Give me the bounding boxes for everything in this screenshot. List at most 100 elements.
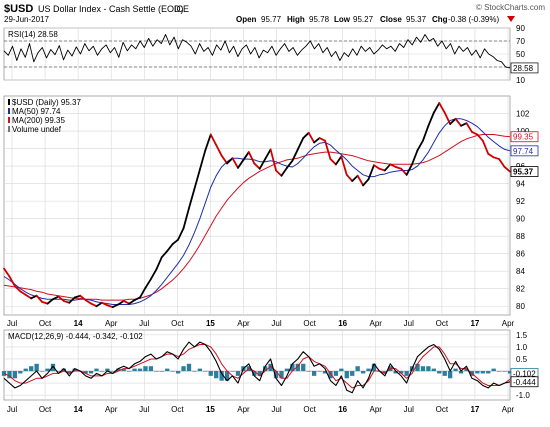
macd-histogram-bar — [148, 366, 154, 372]
price-segment — [73, 294, 82, 299]
price-segment — [318, 137, 326, 142]
price-x-label: 14 — [74, 319, 83, 328]
price-segment — [19, 290, 27, 296]
macd-x-label: Jul — [404, 405, 414, 414]
price-segment — [465, 122, 473, 133]
watermark: © StockCharts.com — [476, 3, 545, 12]
macd-histogram-bar — [154, 371, 159, 372]
price-x-label: Jul — [271, 319, 281, 328]
price-legend-entry: $USD (Daily) 95.37 — [12, 98, 81, 107]
close-label: Close — [380, 15, 402, 24]
macd-histogram-bar — [263, 366, 268, 372]
price-segment — [155, 256, 163, 271]
price-segment — [242, 151, 250, 161]
price-segment — [68, 296, 76, 304]
price-legend-entry: Volume undef — [12, 125, 62, 134]
price-x-label: Oct — [171, 319, 184, 328]
macd-histogram-bar — [99, 371, 105, 372]
price-segment — [128, 299, 136, 305]
macd-histogram-bar — [333, 371, 339, 376]
price-segment — [432, 102, 441, 114]
price-x-label: Oct — [303, 319, 316, 328]
macd-histogram-bar — [371, 363, 377, 372]
price-segment — [367, 164, 375, 181]
price-segment — [383, 163, 392, 172]
macd-panel-frame — [3, 329, 511, 401]
price-segment — [101, 301, 109, 307]
macd-histogram-bar — [486, 371, 491, 374]
low-value: 95.27 — [353, 15, 374, 24]
price-segment — [503, 166, 511, 173]
price-segment — [373, 164, 381, 170]
macd-last-value-macd: -0.444 — [513, 378, 536, 387]
price-legend-swatch — [8, 117, 10, 123]
macd-histogram-bar — [366, 368, 371, 372]
price-segment — [264, 148, 272, 160]
price-segment — [378, 167, 386, 172]
price-segment — [8, 275, 16, 287]
price-segment — [411, 149, 419, 166]
macd-histogram-bar — [273, 371, 279, 379]
macd-x-label: Apr — [370, 405, 383, 414]
macd-histogram-bar — [12, 371, 18, 379]
price-tick-label: 82 — [516, 285, 525, 294]
macd-histogram-bar — [94, 368, 99, 372]
low-label: Low — [334, 15, 351, 24]
price-segment — [307, 131, 316, 144]
price-segment — [57, 295, 65, 302]
macd-x-label: Apr — [502, 405, 515, 414]
price-legend-entry: MA(50) 97.74 — [12, 107, 61, 116]
macd-x-label: 16 — [338, 405, 347, 414]
price-x-label: 17 — [470, 319, 479, 328]
price-x-label: Jul — [7, 319, 17, 328]
macd-histogram-bar — [426, 366, 431, 372]
macd-histogram-bar — [214, 371, 219, 379]
price-segment — [198, 149, 207, 171]
macd-histogram-bar — [252, 371, 257, 376]
macd-histogram-bar — [203, 371, 208, 372]
macd-legend: MACD(12,26,9) -0.444, -0.342, -0.102 — [8, 332, 143, 341]
price-segment — [389, 163, 397, 168]
macd-histogram-bar — [230, 371, 235, 372]
price-tick-label: 80 — [516, 302, 525, 311]
price-segment — [84, 299, 92, 305]
price-tick-label: 94 — [516, 180, 525, 189]
macd-histogram-bar — [464, 368, 469, 372]
price-segment — [481, 139, 490, 155]
macd-histogram-bar — [442, 371, 447, 376]
macd-histogram-bar — [83, 371, 88, 374]
macd-x-label: Jul — [271, 405, 281, 414]
price-segment — [498, 158, 506, 168]
price-segment — [258, 158, 267, 170]
macd-signal-line — [3, 344, 511, 389]
macd-x-label: Oct — [171, 405, 184, 414]
price-segment — [52, 295, 60, 301]
ma50-line — [3, 118, 511, 305]
price-segment — [345, 173, 354, 182]
price-segment — [188, 187, 196, 210]
price-segment — [492, 156, 501, 160]
macd-histogram-bar — [284, 368, 290, 372]
instrument-name: US Dollar Index - Cash Settle (EOD) — [38, 4, 184, 14]
price-tick-label: 90 — [516, 215, 525, 224]
rsi-last-box — [510, 62, 539, 74]
price-legend-swatch — [8, 126, 10, 132]
price-segment — [313, 137, 321, 144]
price-segment — [351, 174, 359, 182]
macd-histogram-bar — [50, 363, 56, 372]
open-label: Open — [236, 15, 257, 24]
price-segment — [150, 268, 158, 280]
chart-panels: 9070503010RSI(14) 28.5828.58102100989694… — [1, 24, 539, 414]
macd-histogram-bar — [268, 363, 273, 372]
macd-x-label: Oct — [39, 405, 52, 414]
price-segment — [329, 158, 337, 166]
macd-tick-label: 1.0 — [516, 343, 528, 352]
price-segment — [166, 243, 174, 252]
high-label: High — [287, 15, 305, 24]
macd-x-label: Oct — [436, 405, 449, 414]
price-segment — [324, 139, 332, 160]
macd-histogram-bar — [301, 363, 306, 372]
price-segment — [247, 151, 256, 165]
